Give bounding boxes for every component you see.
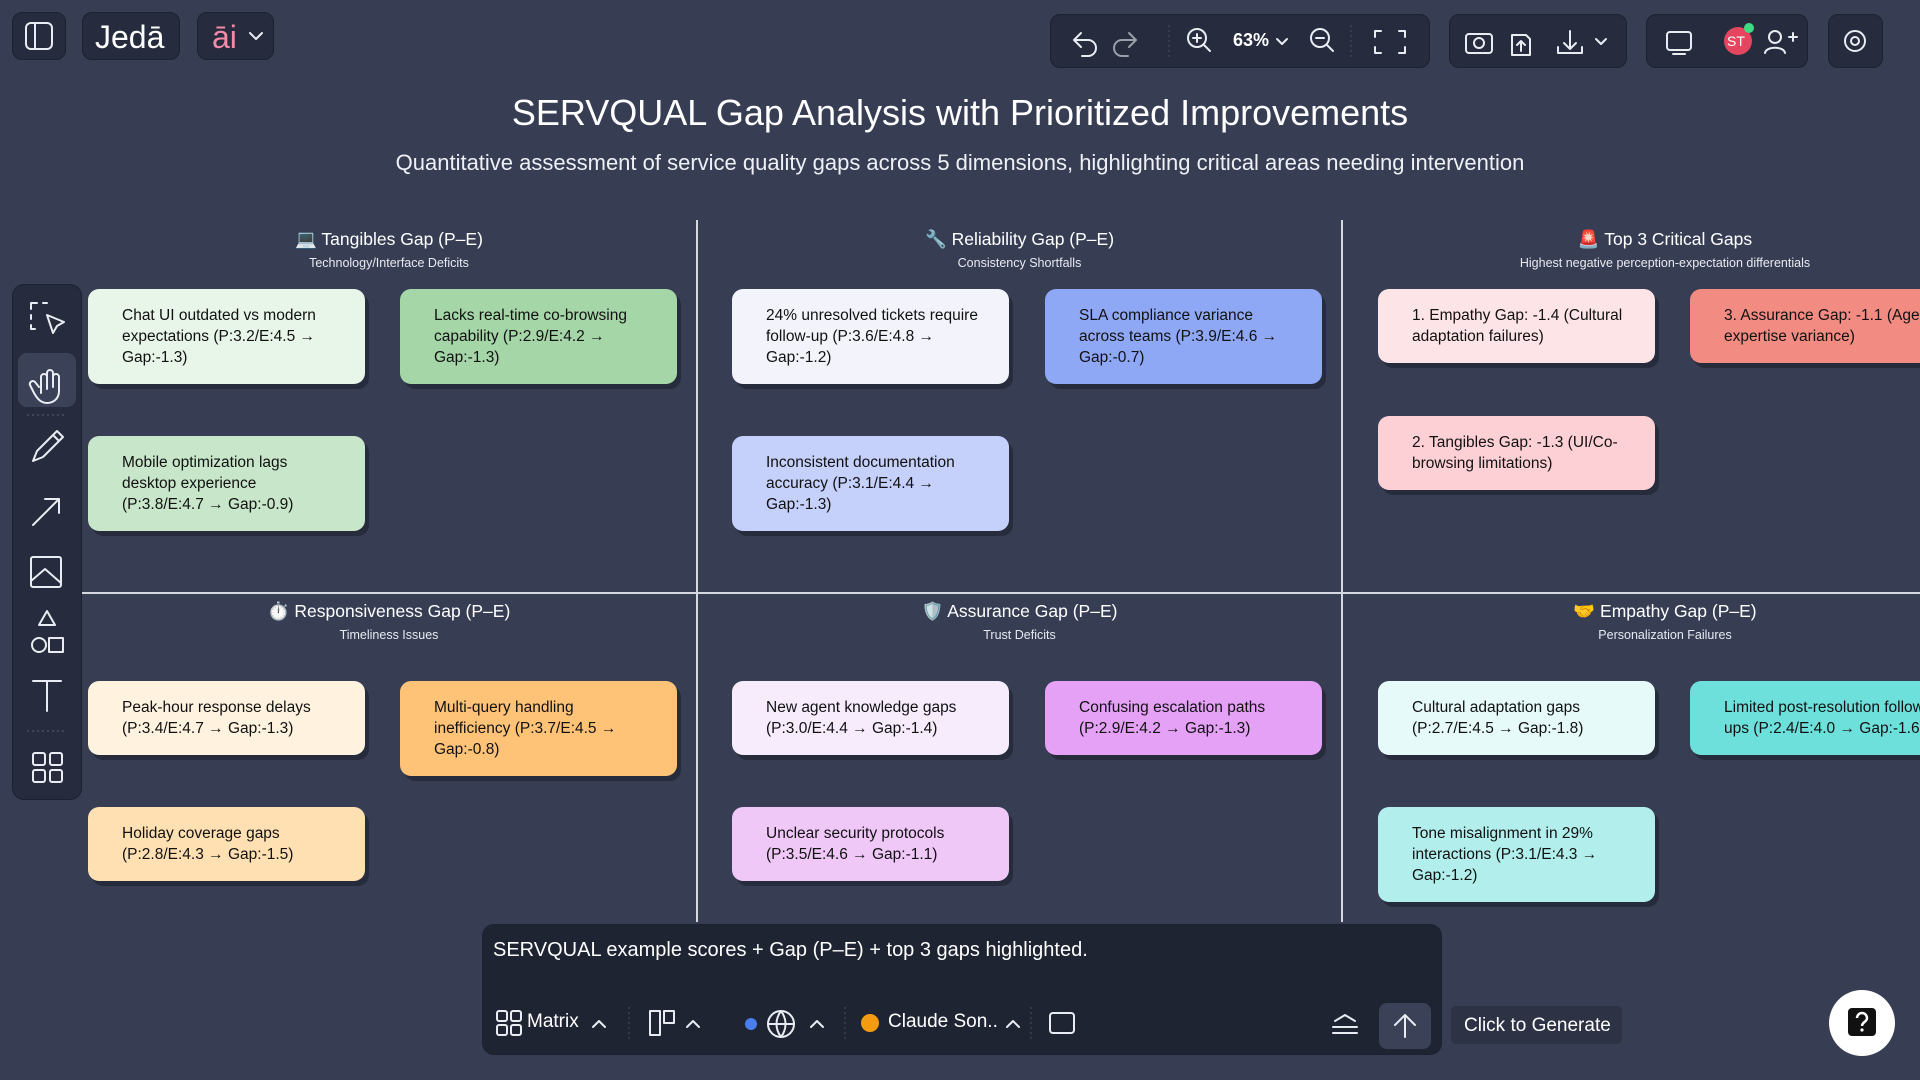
export-bar <box>1449 14 1627 68</box>
ai-label: āi <box>212 19 237 55</box>
panel-subtitle: Trust Deficits <box>983 628 1056 642</box>
panel-subtitle: Personalization Failures <box>1598 628 1732 642</box>
prompt-text[interactable]: SERVQUAL example scores + Gap (P–E) + to… <box>493 939 1088 961</box>
panel-subtitle: Highest negative perception-expectation … <box>1519 256 1811 270</box>
collab-bar: ST <box>1646 14 1808 68</box>
divider <box>1341 220 1343 922</box>
page-title: SERVQUAL Gap Analysis with Prioritized I… <box>511 92 1409 133</box>
logo-button[interactable]: Jedā <box>82 12 180 60</box>
panel-title: 🛡️ Assurance Gap (P–E) <box>921 601 1118 621</box>
card[interactable]: Holiday coverage gaps (P:2.8/E:4.3 → Gap… <box>88 807 365 881</box>
ai-menu[interactable]: āi <box>197 12 274 60</box>
tool-icons <box>27 302 67 783</box>
card[interactable]: 2. Tangibles Gap: -1.3 (UI/Co-browsing l… <box>1378 416 1655 490</box>
panel-title: 💻 Tangibles Gap (P–E) <box>295 229 483 249</box>
card[interactable]: Peak-hour response delays (P:3.4/E:4.7 →… <box>88 681 365 755</box>
settings-icon <box>1844 30 1866 52</box>
divider <box>81 592 1920 594</box>
card[interactable]: Inconsistent documentation accuracy (P:3… <box>732 436 1009 531</box>
help-button[interactable] <box>1829 990 1895 1056</box>
card[interactable]: 24% unresolved tickets require follow-up… <box>732 289 1009 384</box>
card[interactable]: Unclear security protocols (P:3.5/E:4.6 … <box>732 807 1009 881</box>
panel-title: 🤝 Empathy Gap (P–E) <box>1573 601 1757 621</box>
settings-button[interactable] <box>1828 14 1883 68</box>
card[interactable]: New agent knowledge gaps (P:3.0/E:4.4 → … <box>732 681 1009 755</box>
model-selector[interactable]: Claude Son.. <box>888 1011 998 1032</box>
card[interactable]: Mobile optimization lags desktop experie… <box>88 436 365 531</box>
prompt-box[interactable]: SERVQUAL example scores + Gap (P–E) + to… <box>482 924 1442 1055</box>
panel-subtitle: Consistency Shortfalls <box>957 256 1082 270</box>
avatar[interactable]: ST <box>1727 33 1745 49</box>
panel-subtitle: Timeliness Issues <box>339 628 439 642</box>
card[interactable]: Confusing escalation paths (P:2.9/E:4.2 … <box>1045 681 1322 755</box>
history-zoom-bar: 63% <box>1050 14 1430 68</box>
zoom-level[interactable]: 63% <box>1233 30 1270 50</box>
card[interactable]: Chat UI outdated vs modern expectations … <box>88 289 365 384</box>
prompt-icons <box>496 1003 1431 1049</box>
chevron <box>249 32 263 40</box>
logo: Jedā <box>95 19 165 55</box>
card[interactable]: Multi-query handling inefficiency (P:3.7… <box>400 681 677 776</box>
card[interactable]: 1. Empathy Gap: -1.4 (Cultural adaptatio… <box>1378 289 1655 363</box>
panel-title: ⏱️ Responsiveness Gap (P–E) <box>267 601 511 621</box>
tool-rail <box>12 284 82 800</box>
page-subtitle: Quantitative assessment of service quali… <box>395 150 1525 175</box>
tooltip: Click to Generate <box>1451 1006 1622 1044</box>
card[interactable]: Lacks real-time co-browsing capability (… <box>400 289 677 384</box>
panel-title: 🔧 Reliability Gap (P–E) <box>924 229 1115 249</box>
sidebar-icon <box>25 22 53 50</box>
layout-selector[interactable]: Matrix <box>527 1011 579 1032</box>
card[interactable]: Tone misalignment in 29% interactions (P… <box>1378 807 1655 902</box>
card[interactable]: 3. Assurance Gap: -1.1 (Agent expertise … <box>1690 289 1920 363</box>
help-icon <box>1848 1008 1876 1036</box>
toolbar-icons <box>1073 25 1406 57</box>
tooltip-text: Click to Generate <box>1464 1015 1611 1036</box>
card[interactable]: SLA compliance variance across teams (P:… <box>1045 289 1322 384</box>
panel-title: 🚨 Top 3 Critical Gaps <box>1577 229 1753 249</box>
sidebar-toggle[interactable] <box>12 12 66 60</box>
collab-icons <box>1666 23 1798 55</box>
card[interactable]: Cultural adaptation gaps (P:2.7/E:4.5 → … <box>1378 681 1655 755</box>
card[interactable]: Limited post-resolution follow-ups (P:2.… <box>1690 681 1920 755</box>
export-icons <box>1465 30 1607 56</box>
panel-subtitle: Technology/Interface Deficits <box>309 256 469 270</box>
divider <box>696 220 698 922</box>
